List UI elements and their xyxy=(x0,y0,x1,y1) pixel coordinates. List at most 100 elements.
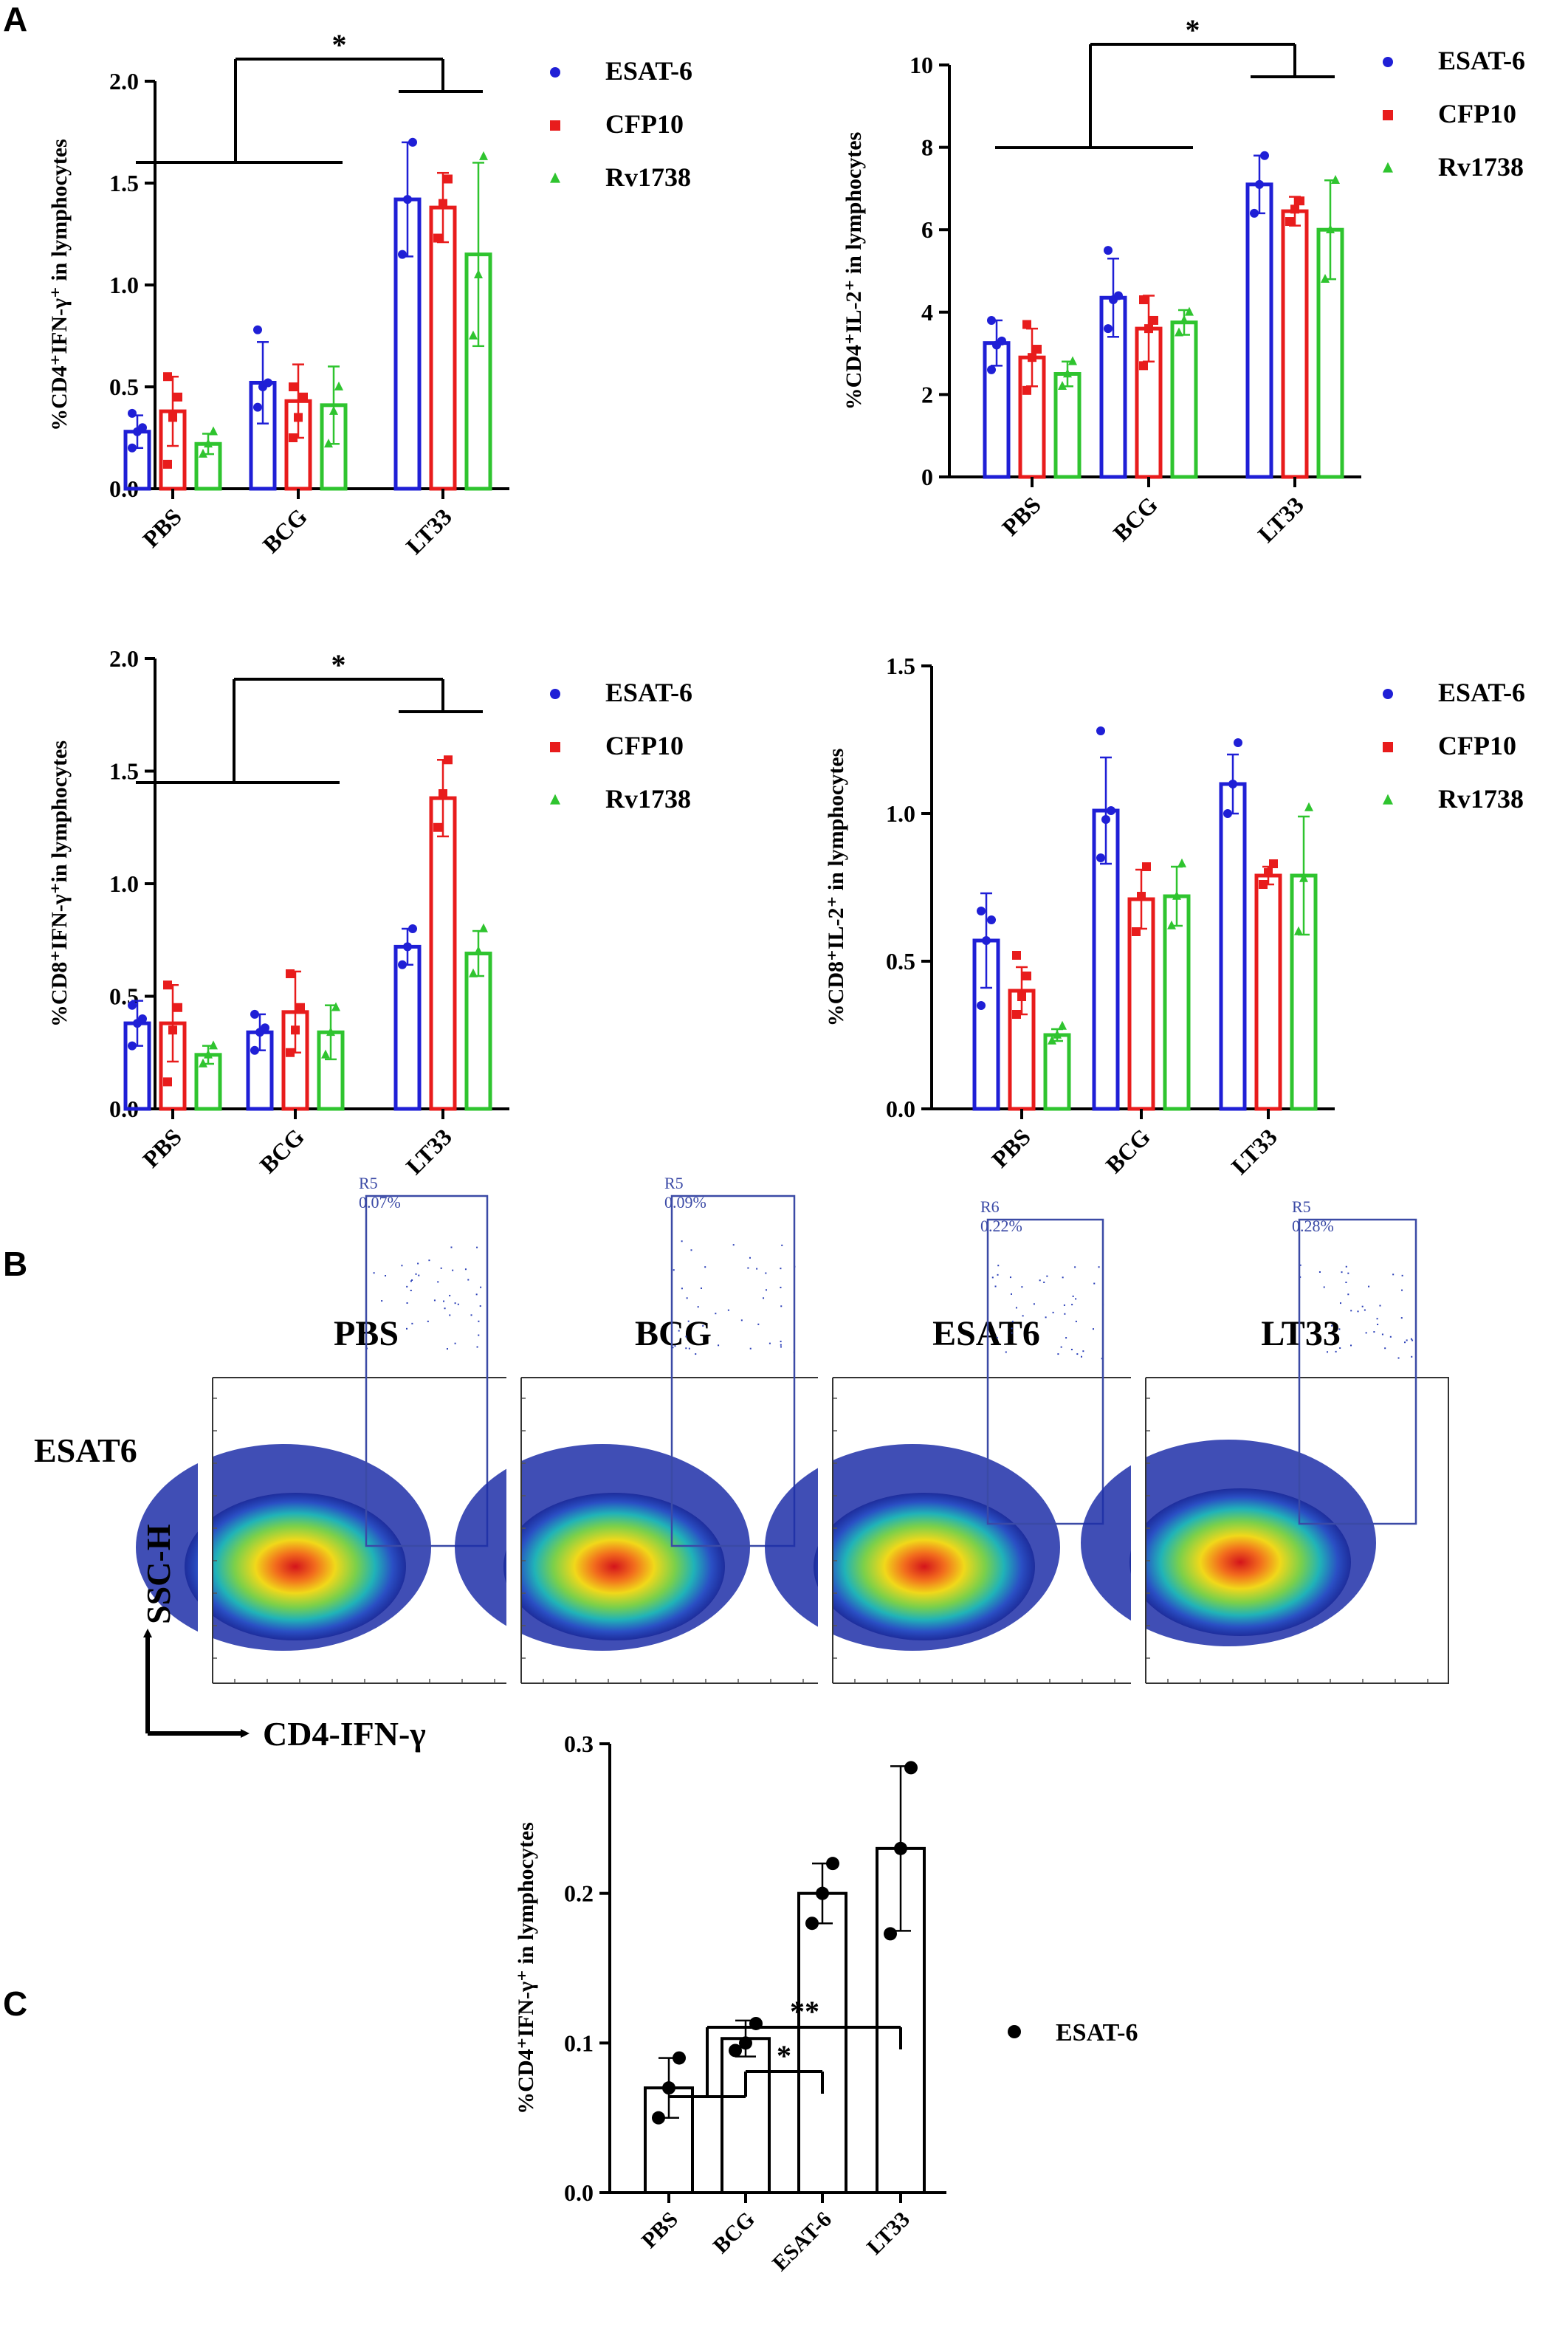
flow-event xyxy=(1327,1351,1329,1353)
flow-density-core xyxy=(503,1493,725,1640)
x-tick-label: ESAT-6 xyxy=(768,2207,836,2276)
flow-event xyxy=(1323,1286,1325,1288)
data-point xyxy=(662,2081,675,2095)
data-point xyxy=(1033,345,1042,354)
flow-event xyxy=(732,1244,735,1246)
data-point xyxy=(168,1025,177,1035)
flow-event xyxy=(1070,1348,1073,1350)
data-point xyxy=(291,1025,300,1035)
flow-event xyxy=(681,1240,683,1242)
y-tick-label: 1.0 xyxy=(109,870,139,897)
data-point xyxy=(1053,1029,1062,1039)
flow-event xyxy=(1005,1351,1007,1353)
flow-event xyxy=(1376,1318,1378,1320)
x-tick-label: BCG xyxy=(257,503,312,558)
flow-event xyxy=(765,1289,767,1291)
data-point xyxy=(1139,295,1148,305)
data-point xyxy=(163,372,172,382)
y-tick-label: 8 xyxy=(921,134,933,161)
data-point xyxy=(286,1048,295,1057)
flow-event xyxy=(480,1286,482,1288)
flow-event xyxy=(765,1272,767,1274)
y-tick-label: 4 xyxy=(921,299,933,326)
bar xyxy=(1254,873,1282,1111)
flow-event xyxy=(1071,1304,1073,1306)
flow-event xyxy=(781,1244,783,1246)
data-point xyxy=(479,151,488,160)
flow-event xyxy=(702,1324,704,1327)
flow-event xyxy=(1075,1320,1077,1322)
data-point xyxy=(1167,920,1176,929)
flow-plot-mask xyxy=(521,1684,821,1706)
data-point xyxy=(729,2044,742,2058)
flow-row-label: ESAT6 xyxy=(34,1431,137,1469)
flow-event xyxy=(1364,1309,1366,1311)
data-point xyxy=(250,1045,259,1055)
legend-label: Rv1738 xyxy=(1438,784,1524,814)
bar xyxy=(393,944,422,1111)
data-point xyxy=(253,402,262,412)
flow-event xyxy=(1299,1264,1301,1266)
x-tick-label: PBS xyxy=(137,1123,187,1172)
flow-column-header: LT33 xyxy=(1261,1314,1341,1353)
data-point xyxy=(433,233,442,243)
y-tick-label: 0.0 xyxy=(564,2179,594,2206)
y-tick-label: 1.0 xyxy=(109,272,139,298)
flow-event xyxy=(381,1300,383,1302)
y-tick-label: 1.5 xyxy=(109,758,139,785)
significance-star: * xyxy=(1186,13,1200,47)
flow-event xyxy=(991,1276,994,1279)
legend-label: CFP10 xyxy=(1438,731,1516,760)
data-point xyxy=(1296,196,1304,206)
flow-event xyxy=(428,1259,430,1262)
flow-event xyxy=(1075,1298,1077,1300)
flow-event xyxy=(1331,1324,1333,1327)
data-point xyxy=(398,250,407,259)
flow-gate xyxy=(1298,1218,1417,1525)
legend-label: ESAT-6 xyxy=(1056,2019,1138,2046)
flow-event xyxy=(1046,1275,1048,1277)
flow-gate-value: 0.09% xyxy=(664,1193,706,1211)
x-tick-label: LT33 xyxy=(1226,1123,1282,1179)
flow-event xyxy=(1015,1307,1017,1309)
data-point xyxy=(739,2036,752,2050)
bar xyxy=(429,205,457,491)
flow-event xyxy=(1080,1355,1082,1358)
data-point xyxy=(444,755,453,765)
flow-event xyxy=(457,1303,459,1305)
flow-event xyxy=(1101,1358,1103,1360)
flow-event xyxy=(1011,1332,1013,1334)
data-point xyxy=(168,413,177,422)
y-tick-label: 0 xyxy=(921,464,933,490)
y-tick-label: 2 xyxy=(921,381,933,408)
flow-event xyxy=(406,1285,408,1288)
y-tick-label: 0.3 xyxy=(564,1730,594,1757)
flow-event xyxy=(1045,1316,1047,1319)
flow-event xyxy=(1368,1285,1370,1288)
flow-event xyxy=(1384,1347,1386,1350)
flow-event xyxy=(672,1347,674,1349)
flow-plot: R60.22% xyxy=(765,1197,1138,1706)
data-point xyxy=(324,439,333,448)
flow-event xyxy=(410,1289,412,1291)
flow-event xyxy=(747,1267,749,1269)
data-point xyxy=(474,946,483,955)
panel-letter-c: C xyxy=(3,1984,27,2023)
flow-event xyxy=(1057,1353,1059,1355)
flow-event xyxy=(410,1280,412,1282)
flow-event xyxy=(1060,1346,1062,1348)
flow-event xyxy=(1392,1274,1395,1276)
bar xyxy=(1170,320,1198,479)
x-tick-label: PBS xyxy=(986,1123,1036,1172)
y-tick-label: 1.5 xyxy=(109,170,139,196)
data-point xyxy=(1107,806,1115,815)
x-tick-label: BCG xyxy=(1107,491,1163,546)
data-point xyxy=(253,325,262,334)
flow-density-core xyxy=(1129,1488,1351,1636)
data-point xyxy=(469,968,478,977)
flow-event xyxy=(411,1322,413,1324)
flow-event xyxy=(1401,1289,1403,1291)
data-point xyxy=(1137,892,1146,901)
legend-label: CFP10 xyxy=(605,731,684,760)
data-point xyxy=(128,443,137,453)
